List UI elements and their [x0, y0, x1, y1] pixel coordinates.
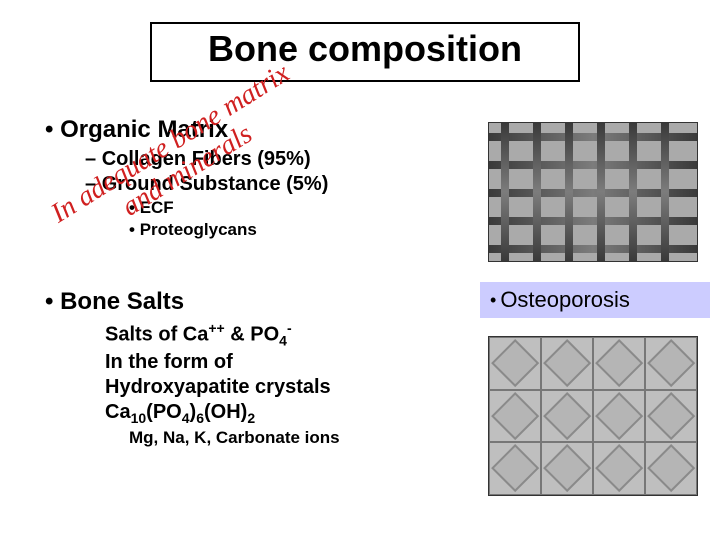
tile-image	[488, 336, 698, 496]
bonesalts-line2: In the form of	[105, 351, 475, 374]
title-frame: Bone composition	[150, 22, 580, 82]
bonesalts-line3: Hydroxyapatite crystals	[105, 376, 475, 399]
organic-item-1: Collagen Fibers (95%)	[85, 148, 475, 171]
f-po-n2: 6	[196, 410, 204, 426]
organic-sub-2: Proteoglycans	[129, 220, 475, 240]
f-ca-n: 10	[131, 410, 147, 426]
salts-po: & PO	[225, 324, 279, 346]
bonesalts-line1: Salts of Ca++ & PO4-	[105, 320, 475, 349]
salts-ca-sup: ++	[208, 320, 224, 336]
rebar-image	[488, 122, 698, 262]
bonesalts-ions: Mg, Na, K, Carbonate ions	[129, 428, 475, 448]
osteoporosis-callout: Osteoporosis	[480, 282, 710, 318]
content-area: Organic Matrix Collagen Fibers (95%) Gro…	[45, 110, 475, 450]
bonesalts-heading: Bone Salts	[45, 288, 475, 316]
f-po: (PO	[146, 401, 182, 423]
organic-heading: Organic Matrix	[45, 116, 475, 144]
f-oh-n: 2	[247, 410, 255, 426]
bonesalts-formula: Ca10(PO4)6(OH)2	[105, 401, 475, 426]
salts-po-sup: -	[287, 320, 292, 336]
salts-po-sub: 4	[279, 333, 287, 349]
f-po-n1: 4	[182, 410, 190, 426]
f-ca: Ca	[105, 401, 131, 423]
organic-sub-1: ECF	[129, 198, 475, 218]
salts-ca: Salts of Ca	[105, 324, 208, 346]
osteoporosis-label: Osteoporosis	[500, 287, 630, 313]
f-oh: (OH)	[204, 401, 247, 423]
organic-item-2: Ground Substance (5%)	[85, 173, 475, 196]
page-title: Bone composition	[162, 28, 568, 70]
